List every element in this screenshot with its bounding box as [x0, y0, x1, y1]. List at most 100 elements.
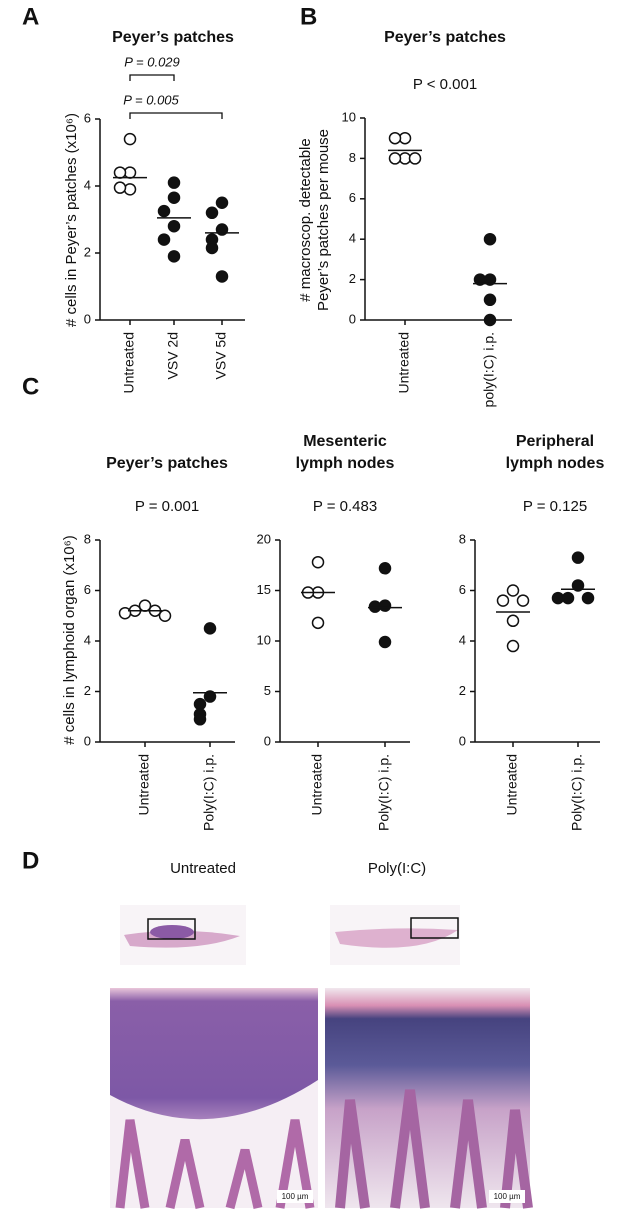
y-axis-label: # macroscop. detectable	[297, 138, 314, 301]
data-point	[390, 153, 401, 164]
chart-title: Mesenteric	[303, 433, 387, 450]
data-point	[195, 714, 206, 725]
y-tick-label: 4	[349, 231, 356, 246]
x-tick-label: Poly(I:C) i.p.	[201, 754, 217, 831]
significance-bracket	[130, 75, 174, 81]
data-point	[518, 595, 529, 606]
data-point	[390, 133, 401, 144]
data-point	[313, 617, 324, 628]
y-tick-label: 2	[84, 244, 91, 259]
y-tick-label: 20	[257, 531, 271, 546]
data-point	[410, 153, 421, 164]
y-tick-label: 4	[84, 632, 91, 647]
data-point	[115, 167, 126, 178]
data-point	[380, 637, 391, 648]
p-value: P = 0.125	[523, 498, 587, 515]
y-tick-label: 10	[257, 632, 271, 647]
data-point	[508, 585, 519, 596]
y-tick-label: 2	[84, 683, 91, 698]
data-point	[125, 184, 136, 195]
chart-title: Peyer’s patches	[112, 29, 234, 46]
y-tick-label: 2	[459, 683, 466, 698]
data-point	[485, 294, 496, 305]
panel-label: D	[22, 847, 39, 874]
data-point	[207, 207, 218, 218]
x-tick-label: Untreated	[309, 754, 325, 815]
image-label: Untreated	[170, 860, 236, 877]
y-tick-label: 0	[84, 733, 91, 748]
y-tick-label: 0	[264, 733, 271, 748]
data-point	[160, 610, 171, 621]
image-label: Poly(I:C)	[368, 860, 426, 877]
data-point	[508, 641, 519, 652]
data-point	[205, 623, 216, 634]
x-tick-label: Untreated	[136, 754, 152, 815]
y-tick-label: 6	[349, 190, 356, 205]
data-point	[370, 601, 381, 612]
x-tick-label: VSV 2d	[165, 332, 181, 379]
y-tick-label: 8	[349, 150, 356, 165]
data-point	[508, 615, 519, 626]
y-axis-label: Peyer’s patches per mouse	[315, 129, 332, 311]
data-point	[217, 271, 228, 282]
y-tick-label: 8	[459, 531, 466, 546]
y-tick-label: 2	[349, 271, 356, 286]
y-tick-label: 0	[84, 311, 91, 326]
data-point	[573, 552, 584, 563]
data-point	[169, 251, 180, 262]
p-value: P = 0.005	[123, 92, 179, 107]
data-point	[115, 182, 126, 193]
y-tick-label: 6	[459, 582, 466, 597]
y-tick-label: 4	[84, 177, 91, 192]
data-point	[380, 563, 391, 574]
p-value: P = 0.029	[124, 54, 180, 69]
x-tick-label: poly(I:C) i.p.	[481, 332, 497, 407]
p-value: P = 0.483	[313, 498, 377, 515]
data-point	[553, 593, 564, 604]
data-point	[583, 593, 594, 604]
data-point	[207, 242, 218, 253]
p-value: P = 0.001	[135, 498, 199, 515]
x-tick-label: Poly(I:C) i.p.	[569, 754, 585, 831]
y-tick-label: 15	[257, 582, 271, 597]
p-value: P < 0.001	[413, 76, 477, 93]
chart-title: Peyer’s patches	[384, 29, 506, 46]
y-tick-label: 5	[264, 683, 271, 698]
figure: A B C D Untreated Poly(I:C) 100 µm 100 µ…	[0, 0, 618, 1210]
chart-title: Peripheral	[516, 433, 594, 450]
panel-label: C	[22, 373, 39, 400]
x-tick-label: Untreated	[396, 332, 412, 393]
y-tick-label: 4	[459, 632, 466, 647]
data-point	[313, 557, 324, 568]
data-point	[169, 177, 180, 188]
chart-title: lymph nodes	[296, 455, 395, 472]
scale-bar-label: 100 µm	[282, 1192, 309, 1201]
y-tick-label: 8	[84, 531, 91, 546]
data-point	[120, 608, 131, 619]
y-axis-label: # cells in Peyer’s patches (x10⁶)	[63, 113, 80, 327]
chart-title: lymph nodes	[506, 455, 605, 472]
data-point	[140, 600, 151, 611]
data-point	[498, 595, 509, 606]
x-tick-label: Poly(I:C) i.p.	[376, 754, 392, 831]
y-tick-label: 10	[342, 109, 356, 124]
chart-title: Peyer’s patches	[106, 455, 228, 472]
patch	[150, 925, 194, 939]
y-tick-label: 0	[349, 311, 356, 326]
x-tick-label: Untreated	[504, 754, 520, 815]
data-point	[485, 234, 496, 245]
data-point	[169, 221, 180, 232]
y-tick-label: 6	[84, 582, 91, 597]
data-point	[485, 315, 496, 326]
panel-label: A	[22, 3, 39, 30]
x-tick-label: Untreated	[121, 332, 137, 393]
x-tick-label: VSV 5d	[213, 332, 229, 379]
y-tick-label: 0	[459, 733, 466, 748]
data-point	[125, 134, 136, 145]
data-point	[169, 192, 180, 203]
data-point	[159, 234, 170, 245]
histology-images	[110, 905, 530, 1208]
panel-label: B	[300, 3, 317, 30]
significance-bracket	[130, 113, 222, 119]
y-axis-label: # cells in lymphoid organ (x10⁶)	[61, 535, 78, 745]
